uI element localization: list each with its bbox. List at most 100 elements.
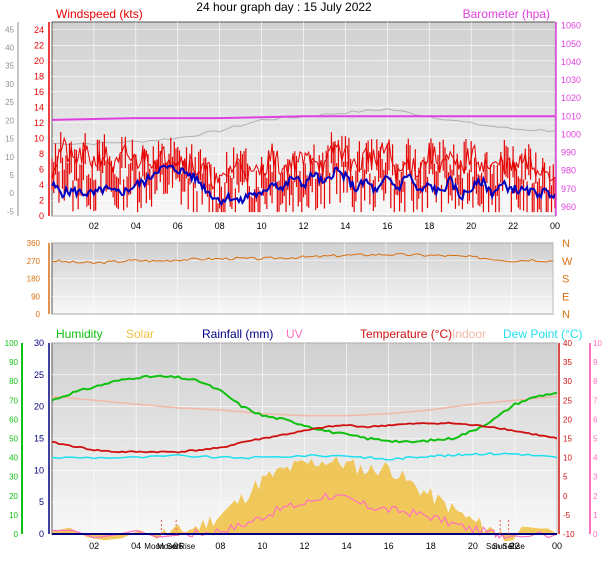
- gust-tick-label: 15: [5, 135, 14, 144]
- humidity-tick-label: 60: [9, 415, 18, 424]
- wind-x-tick-label: 16: [382, 221, 392, 231]
- barometer-tick-label: 990: [561, 148, 576, 158]
- barometer-tick-label: 1030: [561, 75, 581, 85]
- barometer-tick-label: 1020: [561, 93, 581, 103]
- barometer-tick-label: 1000: [561, 129, 581, 139]
- wind-x-tick-label: 14: [340, 221, 350, 231]
- gust-tick-label: 30: [5, 80, 14, 89]
- temperature-tick-label: 40: [563, 339, 572, 348]
- barometer-tick-label: 980: [561, 166, 576, 176]
- event-marker-label: Moon Rise: [157, 542, 196, 551]
- temperature-tick-label: -10: [563, 530, 575, 539]
- uv-tick-label: 10: [593, 339, 602, 348]
- temperature-tick-label: 0: [563, 492, 568, 501]
- compass-label: W: [562, 256, 573, 268]
- rainfall-tick-label: 0: [39, 529, 44, 539]
- uv-tick-label: 7: [593, 396, 598, 405]
- uv-tick-label: 8: [593, 377, 598, 386]
- humidity-tick-label: 40: [9, 454, 18, 463]
- rainfall-legend: Rainfall (mm): [202, 327, 273, 341]
- uv-tick-label: 3: [593, 473, 598, 482]
- direction-tick-label: 270: [27, 257, 41, 266]
- direction-line: [51, 253, 554, 265]
- wind-tick-label: 4: [39, 180, 44, 190]
- wind-x-tick-label: 18: [424, 221, 434, 231]
- rainfall-tick-label: 25: [34, 370, 44, 380]
- temp-x-tick-label: 16: [384, 541, 394, 551]
- barometer-tick-label: 1060: [561, 21, 581, 31]
- direction-tick-label: 360: [27, 239, 41, 248]
- temp-x-tick-label: 04: [131, 541, 141, 551]
- humidity-legend: Humidity: [56, 327, 103, 341]
- uv-tick-label: 9: [593, 358, 598, 367]
- wind-tick-label: 24: [34, 25, 44, 35]
- wind-tick-label: 6: [39, 164, 44, 174]
- humidity-tick-label: 20: [9, 492, 18, 501]
- humidity-tick-label: 50: [9, 435, 18, 444]
- rainfall-tick-label: 30: [34, 338, 44, 348]
- windspeed-legend: Windspeed (kts): [56, 7, 143, 21]
- barometer-tick-label: 1050: [561, 39, 581, 49]
- uv-tick-label: 6: [593, 415, 598, 424]
- wind-tick-label: 18: [34, 71, 44, 81]
- event-marker-label: Moon Set: [144, 542, 179, 551]
- wind-tick-label: 22: [34, 40, 44, 50]
- wind-x-tick-label: 10: [257, 221, 267, 231]
- temp-x-tick-label: 06: [173, 541, 183, 551]
- uv-legend: UV: [286, 327, 303, 341]
- barometer-tick-label: 1010: [561, 111, 581, 121]
- avg-wind-line: [51, 164, 556, 207]
- rainfall-tick-label: 15: [34, 434, 44, 444]
- temp-x-tick-label: 00: [552, 541, 562, 551]
- wind-x-tick-label: 08: [215, 221, 225, 231]
- barometer-tick-label: 1040: [561, 57, 581, 67]
- gust-tick-label: 35: [5, 62, 14, 71]
- temp-x-tick-label: 14: [342, 541, 352, 551]
- windspeed-line: [51, 136, 556, 190]
- indoor-line: [51, 395, 558, 417]
- direction-tick-label: 180: [27, 275, 41, 284]
- gust-tick-label: 0: [10, 189, 15, 198]
- rainfall-tick-label: 10: [34, 465, 44, 475]
- wind-x-tick-label: 06: [173, 221, 183, 231]
- event-marker-label: Sun Rise: [492, 542, 525, 551]
- barometer-tick-label: 970: [561, 184, 576, 194]
- wind-tick-label: 10: [34, 133, 44, 143]
- wind-x-tick-label: 02: [89, 221, 99, 231]
- gust-tick-label: 45: [5, 25, 14, 34]
- gust-tick-label: -5: [7, 207, 15, 216]
- temperature-tick-label: -5: [563, 511, 571, 520]
- temp-x-tick-label: 08: [215, 541, 225, 551]
- wind-tick-label: 12: [34, 118, 44, 128]
- humidity-tick-label: 30: [9, 473, 18, 482]
- rainfall-tick-label: 5: [39, 497, 44, 507]
- compass-label: S: [562, 274, 569, 286]
- temperature-tick-label: 30: [563, 377, 572, 386]
- uv-tick-label: 1: [593, 511, 598, 520]
- temp-x-tick-label: 20: [468, 541, 478, 551]
- temperature-line: [51, 421, 558, 454]
- temp-x-tick-label: 22: [510, 541, 520, 551]
- temp-x-tick-label: 10: [257, 541, 267, 551]
- humidity-tick-label: 80: [9, 377, 18, 386]
- wind-x-tick-label: 04: [131, 221, 141, 231]
- chart-title: 24 hour graph day : 15 July 2022: [196, 0, 372, 14]
- temperature-tick-label: 5: [563, 473, 568, 482]
- uv-tick-label: 4: [593, 454, 598, 463]
- temp-x-tick-label: 12: [299, 541, 309, 551]
- humidity-tick-label: 10: [9, 511, 18, 520]
- barometer-legend: Barometer (hpa): [463, 7, 550, 21]
- direction-tick-label: 90: [31, 292, 40, 301]
- wind-tick-label: 0: [39, 211, 44, 221]
- wind-x-tick-label: 20: [466, 221, 476, 231]
- temp-x-tick-label: 18: [426, 541, 436, 551]
- wind-tick-label: 2: [39, 195, 44, 205]
- uv-tick-label: 0: [593, 530, 598, 539]
- wind-x-tick-label: 12: [298, 221, 308, 231]
- gust-tick-label: 25: [5, 98, 14, 107]
- gust-tick-label: 40: [5, 44, 14, 53]
- humidity-tick-label: 0: [14, 530, 19, 539]
- barometer-tick-label: 960: [561, 202, 576, 212]
- humidity-tick-label: 100: [5, 339, 19, 348]
- barometer-line: [51, 115, 555, 121]
